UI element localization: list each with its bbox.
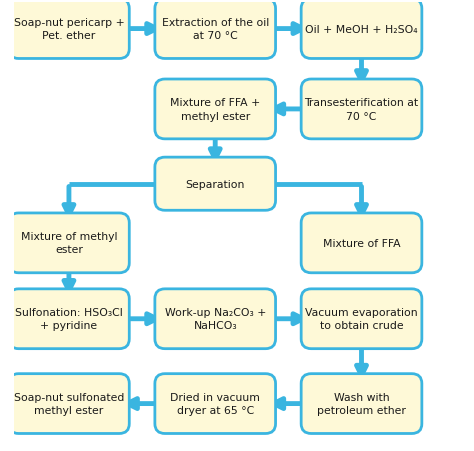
Text: Separation: Separation (185, 179, 245, 189)
FancyBboxPatch shape (9, 0, 129, 60)
FancyBboxPatch shape (301, 289, 422, 349)
FancyBboxPatch shape (155, 0, 275, 60)
FancyBboxPatch shape (155, 158, 275, 211)
FancyBboxPatch shape (9, 213, 129, 273)
FancyBboxPatch shape (155, 374, 275, 433)
Text: Transesterification at
70 °C: Transesterification at 70 °C (304, 98, 419, 121)
FancyBboxPatch shape (9, 374, 129, 433)
Text: Sulfonation: HSO₃Cl
+ pyridine: Sulfonation: HSO₃Cl + pyridine (15, 308, 123, 331)
Text: Wash with
petroleum ether: Wash with petroleum ether (317, 392, 406, 415)
FancyBboxPatch shape (155, 289, 275, 349)
Text: Soap-nut sulfonated
methyl ester: Soap-nut sulfonated methyl ester (14, 392, 124, 415)
Text: Vacuum evaporation
to obtain crude: Vacuum evaporation to obtain crude (305, 308, 418, 331)
FancyBboxPatch shape (155, 80, 275, 139)
Text: Mixture of FFA: Mixture of FFA (323, 238, 401, 249)
Text: Mixture of FFA +
methyl ester: Mixture of FFA + methyl ester (170, 98, 260, 121)
Text: Oil + MeOH + H₂SO₄: Oil + MeOH + H₂SO₄ (305, 24, 418, 34)
Text: Extraction of the oil
at 70 °C: Extraction of the oil at 70 °C (162, 18, 269, 41)
FancyBboxPatch shape (9, 289, 129, 349)
FancyBboxPatch shape (301, 213, 422, 273)
FancyBboxPatch shape (301, 0, 422, 60)
FancyBboxPatch shape (301, 80, 422, 139)
FancyBboxPatch shape (301, 374, 422, 433)
Text: Soap-nut pericarp +
Pet. ether: Soap-nut pericarp + Pet. ether (14, 18, 124, 41)
Text: Work-up Na₂CO₃ +
NaHCO₃: Work-up Na₂CO₃ + NaHCO₃ (164, 308, 266, 331)
Text: Mixture of methyl
ester: Mixture of methyl ester (21, 232, 117, 255)
Text: Dried in vacuum
dryer at 65 °C: Dried in vacuum dryer at 65 °C (170, 392, 260, 415)
